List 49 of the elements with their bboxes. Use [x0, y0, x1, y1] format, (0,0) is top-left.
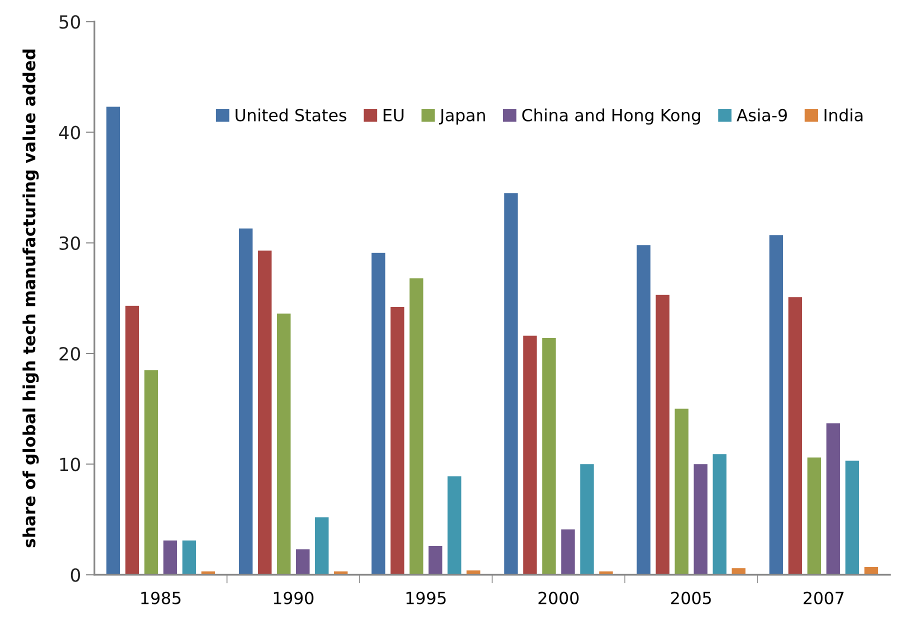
legend-label: Japan — [438, 109, 485, 125]
x-tick-label: 1995 — [406, 592, 446, 604]
legend-label: India — [824, 108, 862, 122]
bar — [769, 235, 784, 575]
bar — [523, 336, 537, 575]
bar — [390, 307, 404, 575]
y-tick-label: 50 — [60, 15, 80, 29]
x-tick-label: 1990 — [274, 592, 314, 604]
x-tick-label: 2007 — [804, 592, 844, 604]
bar — [448, 476, 462, 575]
bar — [580, 464, 594, 575]
bar — [845, 460, 860, 575]
bar — [694, 464, 708, 575]
y-tick-label: 40 — [59, 126, 80, 140]
bar — [807, 457, 822, 575]
bar — [106, 106, 120, 575]
bar — [561, 529, 575, 575]
x-tick-label: 1985 — [141, 592, 180, 604]
y-tick-label: 0 — [70, 568, 80, 582]
bar — [788, 297, 802, 575]
bar — [276, 314, 291, 575]
y-axis-title: share of global high tech manufacturing value added — [22, 50, 39, 548]
x-tick-label: 2000 — [538, 592, 579, 604]
bar — [372, 252, 386, 575]
y-tick-label: 10 — [60, 458, 80, 472]
x-tick-label: 2005 — [671, 592, 711, 604]
bar — [428, 546, 442, 575]
bar — [238, 228, 253, 575]
bar — [163, 540, 178, 575]
legend-label: United States — [236, 108, 346, 122]
legend-label: Asia-9 — [736, 108, 787, 122]
bar — [258, 250, 272, 575]
bar — [125, 306, 140, 575]
bar — [296, 549, 310, 575]
bar — [314, 517, 329, 575]
bar — [712, 454, 726, 575]
legend-label: China and Hong Kong — [522, 108, 700, 125]
bar — [826, 423, 840, 575]
y-tick-label: 30 — [60, 236, 80, 250]
bar — [656, 294, 670, 575]
bar — [182, 540, 196, 575]
bar — [674, 408, 688, 575]
bar — [410, 278, 424, 575]
legend-label: EU — [384, 109, 404, 122]
bar — [504, 193, 518, 575]
bar — [636, 245, 650, 575]
y-tick-label: 20 — [60, 346, 80, 361]
bar — [144, 370, 158, 575]
bar — [542, 338, 556, 575]
